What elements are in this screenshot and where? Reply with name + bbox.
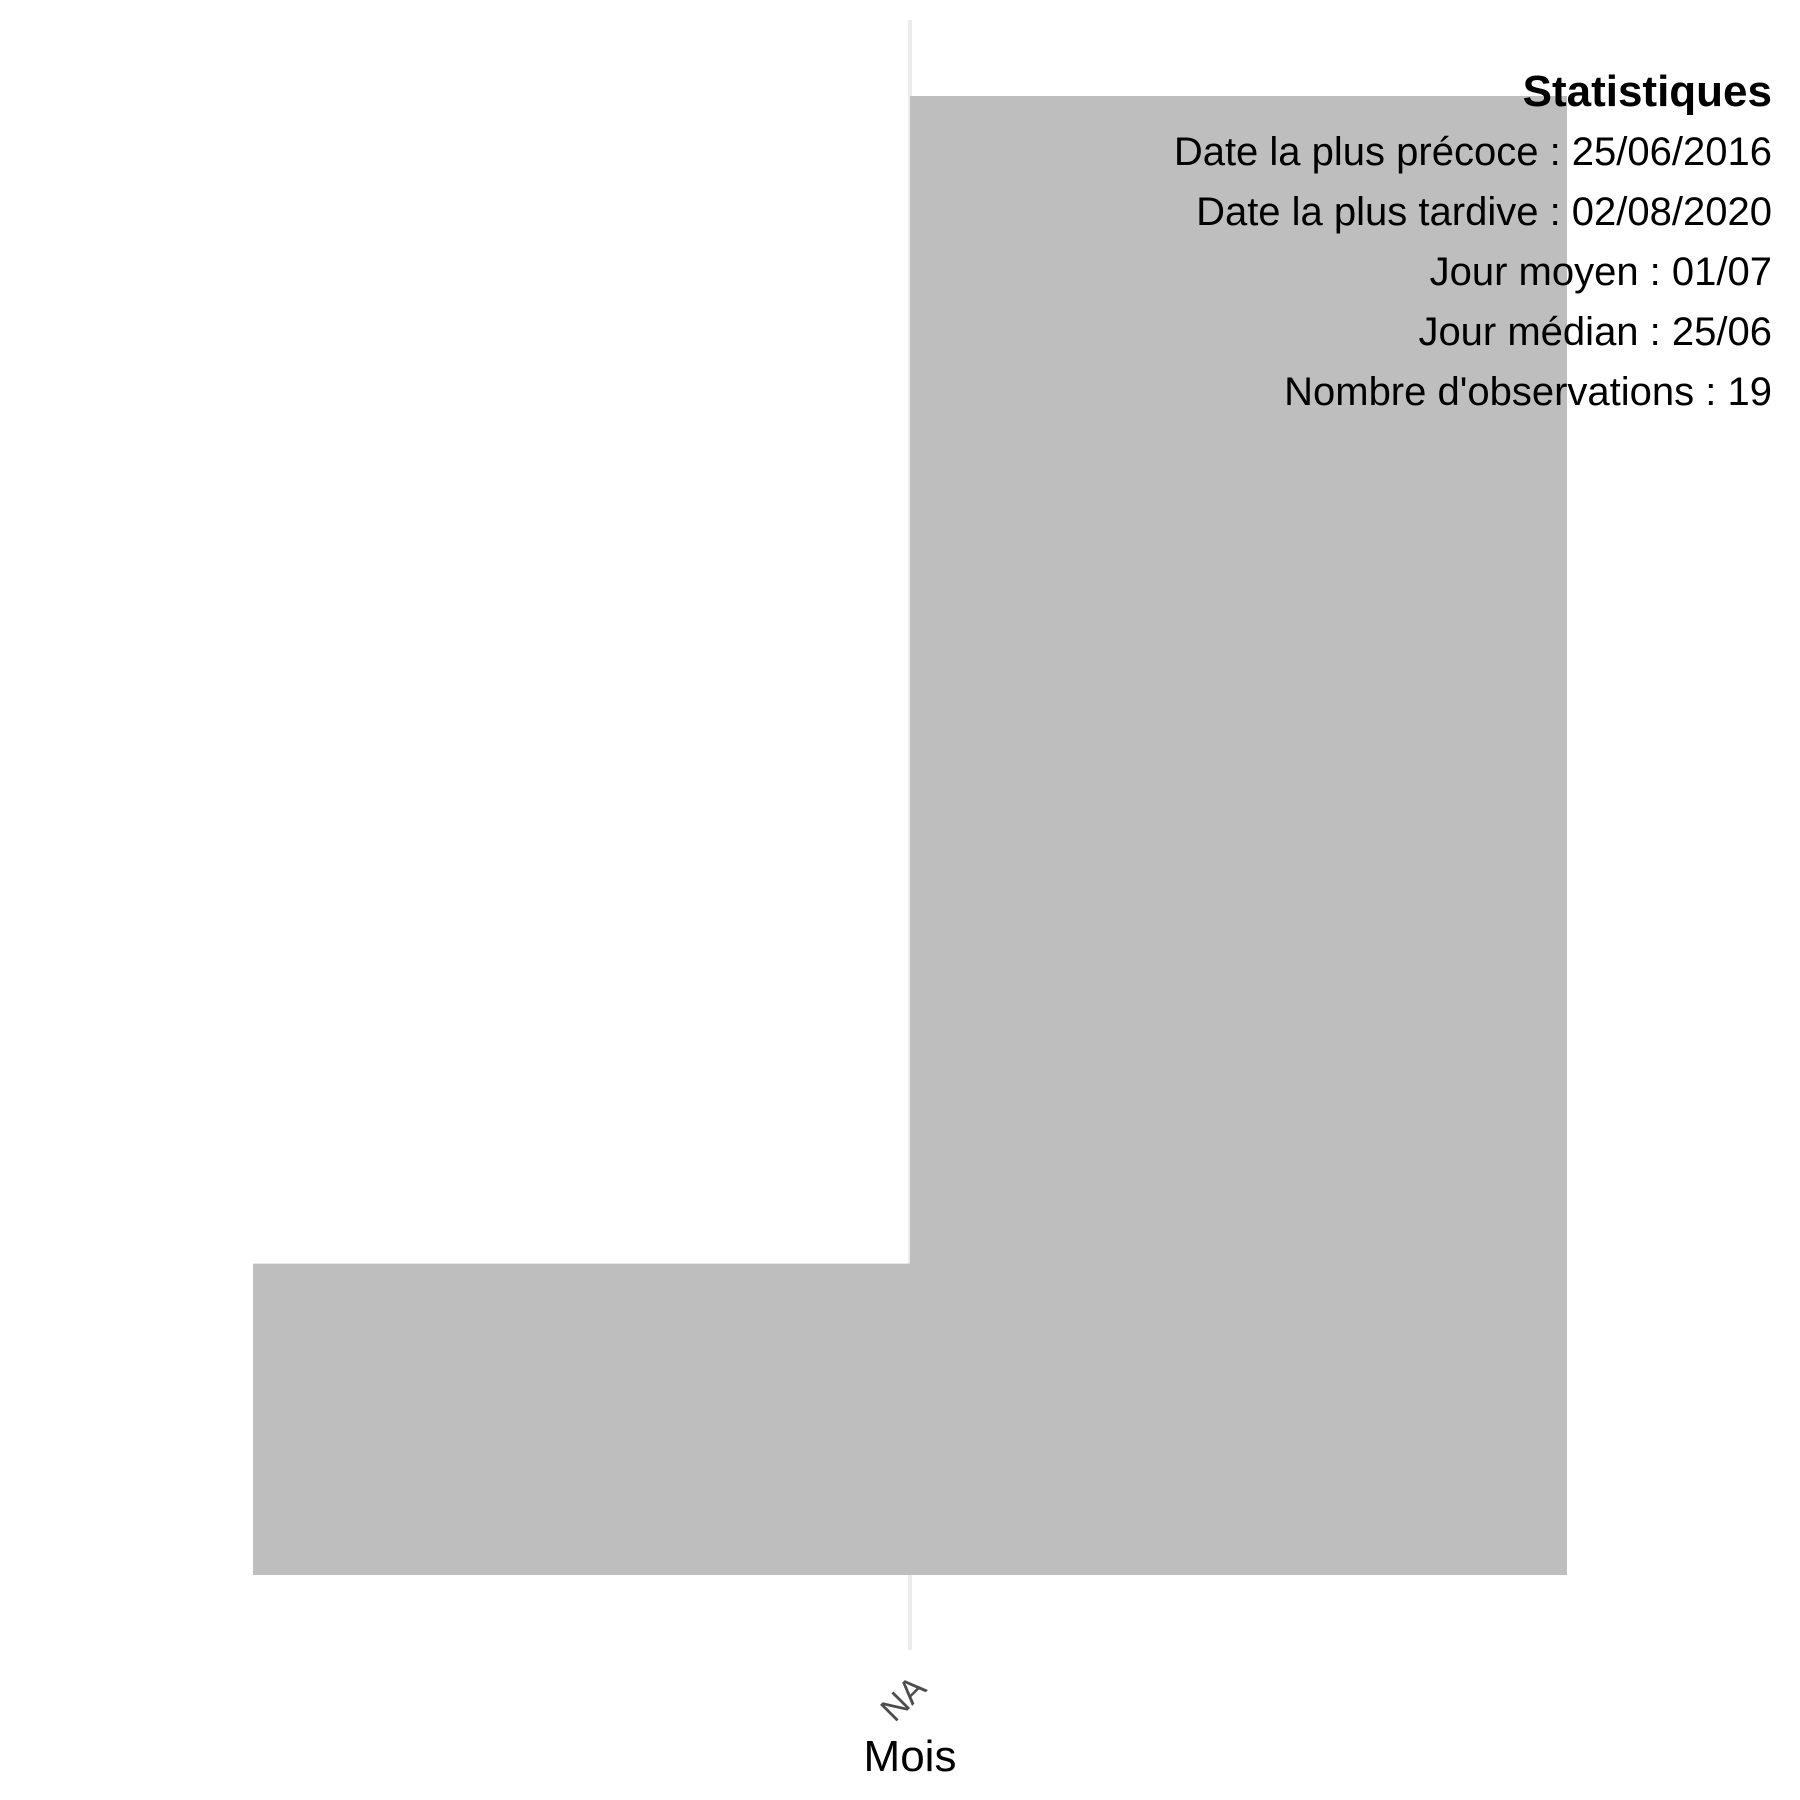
x-tick-label: NA: [873, 1669, 933, 1729]
x-axis-title: Mois: [863, 1732, 957, 1781]
stat-observation-count: Nombre d'observations : 19: [1284, 370, 1772, 414]
stat-median-day: Jour médian : 25/06: [1418, 310, 1772, 354]
stat-earliest-date: Date la plus précoce : 25/06/2016: [1173, 130, 1772, 174]
histogram-bar: [253, 1263, 910, 1575]
histogram-bar: [910, 96, 1567, 1575]
stat-mean-day: Jour moyen : 01/07: [1429, 250, 1772, 294]
stat-latest-date: Date la plus tardive : 02/08/2020: [1196, 190, 1772, 234]
statistics-title: Statistiques: [1522, 67, 1772, 116]
statistics-panel: Statistiques Date la plus précoce : 25/0…: [1174, 62, 1772, 422]
x-tick-labels: NA: [873, 1669, 933, 1729]
bars: [253, 96, 1567, 1575]
